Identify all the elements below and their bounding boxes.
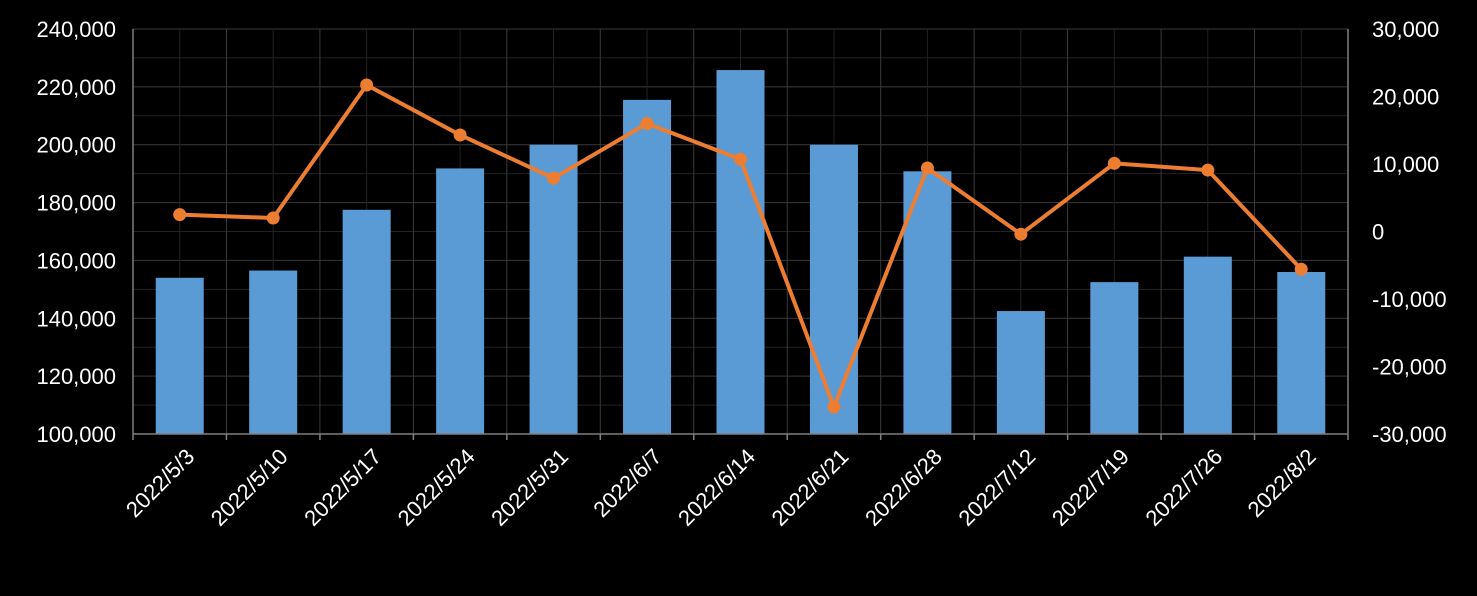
bar [342,209,391,434]
right-tick-label: -20,000 [1372,355,1447,380]
bar [809,144,858,434]
x-tick-label: 2022/5/31 [486,444,573,531]
right-tick-label: 30,000 [1372,17,1439,42]
x-tick-label: 2022/5/3 [121,444,199,522]
left-tick-label: 100,000 [36,422,116,447]
bar [716,70,765,434]
right-tick-label: 20,000 [1372,85,1439,110]
x-tick-label: 2022/5/24 [393,444,480,531]
line-point [173,208,187,222]
bar [249,270,298,434]
right-axis-ticks: -30,000 -20,000 -10,000 0 10,000 20,000 30,000 [1372,17,1447,447]
bar [529,144,578,434]
x-tick-label: 2022/5/17 [299,444,386,531]
left-tick-label: 140,000 [36,306,116,331]
x-tick-label: 2022/7/26 [1140,444,1227,531]
bar [903,171,952,435]
x-tick-label: 2022/6/14 [673,444,760,531]
right-tick-label: 10,000 [1372,152,1439,177]
line-point [1201,163,1215,177]
line-series [173,78,1308,414]
axes [132,29,1349,440]
line-point [734,152,747,166]
bar [1277,272,1326,434]
x-tick-label: 2022/7/19 [1047,444,1134,531]
line-point [640,117,654,130]
right-tick-label: -10,000 [1372,287,1447,312]
x-axis-ticks: 2022/5/3 2022/5/10 2022/5/17 2022/5/24 2022/… [121,444,1321,531]
bar [1090,282,1139,434]
left-tick-label: 220,000 [36,75,116,100]
line-point [1107,156,1121,170]
line-point [827,400,841,414]
x-tick-label: 2022/7/12 [954,444,1041,531]
right-tick-label: 0 [1372,220,1384,245]
bar [623,99,672,434]
line-point [453,128,467,142]
bar [436,168,485,434]
line-point [1294,262,1308,276]
left-tick-label: 240,000 [36,17,116,42]
line-point [360,78,374,92]
line-point [547,171,561,185]
line-point [920,161,934,175]
x-tick-label: 2022/6/21 [767,444,854,531]
left-tick-label: 200,000 [36,133,116,158]
left-axis-ticks: 100,000 120,000 140,000 160,000 180,000 200,0… [36,17,116,447]
left-tick-label: 160,000 [36,248,116,273]
x-tick-label: 2022/6/7 [588,444,666,522]
left-tick-label: 120,000 [36,364,116,389]
bar-series [155,70,1326,435]
bar [1183,256,1232,434]
line-point [1014,227,1028,241]
x-tick-label: 2022/6/28 [860,444,947,531]
bar [996,311,1045,434]
right-tick-label: -30,000 [1372,422,1447,447]
bar [155,277,204,434]
x-tick-label: 2022/8/2 [1243,444,1321,522]
x-tick-label: 2022/5/10 [206,444,293,531]
left-tick-label: 180,000 [36,191,116,216]
line-point [266,211,280,225]
